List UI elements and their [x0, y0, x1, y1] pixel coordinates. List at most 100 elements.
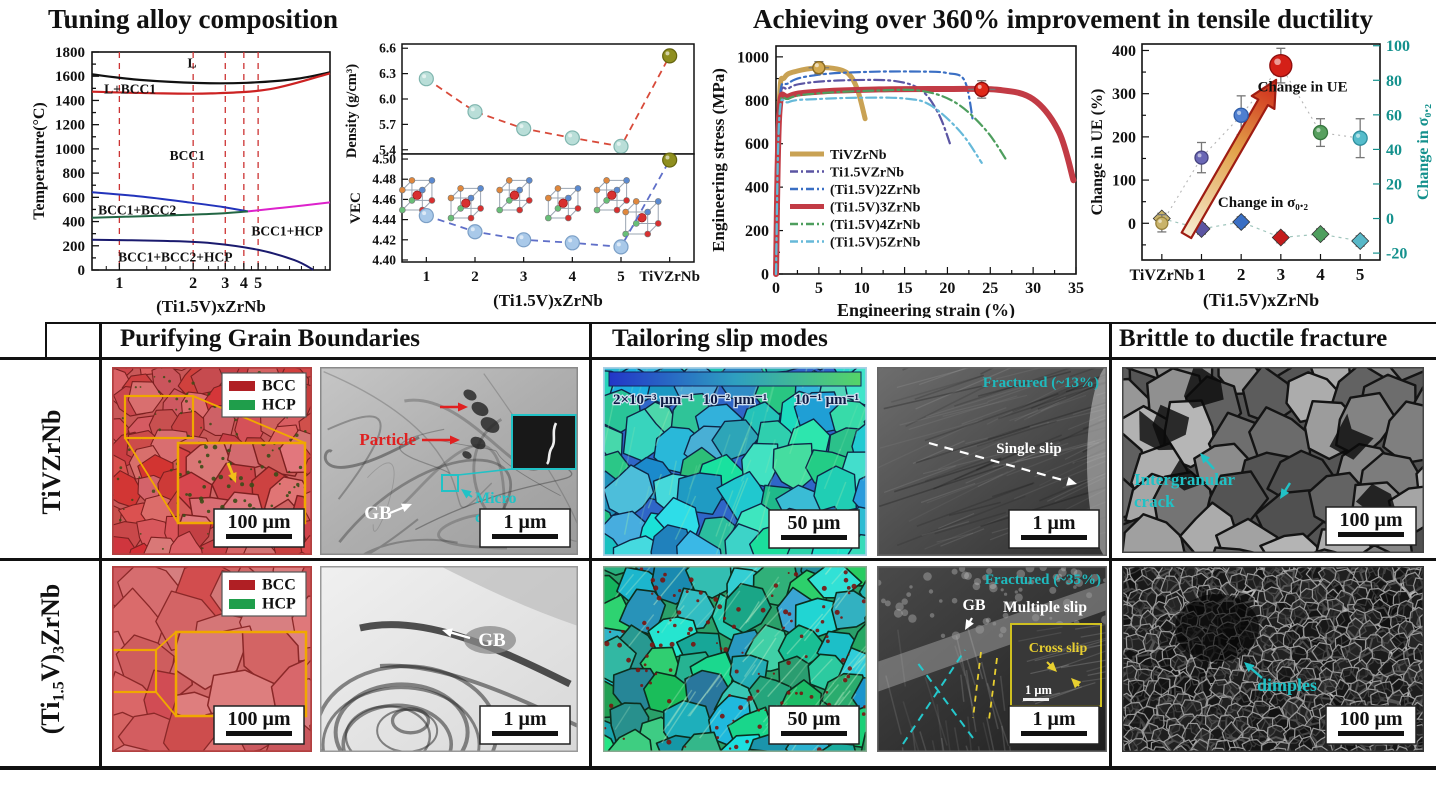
grain-texture [1122, 367, 1424, 553]
ebsd-map-tivzrnb: BCC HCP 100 μm [112, 367, 312, 555]
tem-grain-boundary-tivzrnb: ParticleMicrocrackGB1 μm [320, 367, 578, 555]
title-achieving-improvement: Achieving over 360% improvement in tensi… [753, 4, 1373, 34]
region-label: BCC1+BCC2 [98, 202, 176, 217]
chart-text: 400 [63, 215, 86, 231]
annotation-intergranular-crack: crack [1134, 492, 1175, 511]
chart-text: 6.3 [379, 66, 396, 81]
row-label-ti15v3zrnb: (Ti1.5V)3ZrNb [36, 584, 69, 735]
chart-text: 6.6 [379, 41, 396, 56]
scale-bar-label: 100 μm [1340, 708, 1403, 730]
chart-text: 400 [745, 180, 769, 197]
chart-text: 0 [1128, 216, 1136, 233]
phase-legend: BCC HCP [221, 372, 307, 418]
legend-(Ti1.5V)4ZrNb: (Ti1.5V)4ZrNb [830, 218, 921, 233]
x-axis-label: Engineering strain (%) [837, 300, 1015, 318]
tem-multiple-slip-ti15v3zrnb: Fractured (~35%)GB Multiple slip Cross sli… [877, 566, 1107, 752]
chart-text: 5 [1356, 265, 1365, 284]
annotation-change-in-ue: Change in UE [1258, 80, 1348, 96]
annotation-cross-slip: Cross slip [1029, 641, 1088, 656]
phase-legend: BCC HCP [221, 571, 307, 617]
chart-text: -20 [1386, 246, 1407, 263]
chart-text: 4.46 [372, 192, 396, 207]
divider-line [99, 322, 102, 768]
scale-bar: 1 μm [1008, 509, 1100, 549]
y-axis-label-vec: VEC [348, 192, 364, 224]
annotation-micro-crack: Micro [475, 490, 516, 507]
chart-text: 4 [240, 275, 248, 292]
divider-line [1109, 322, 1112, 768]
chart-text: 1 [1197, 265, 1206, 284]
chart-text: 0 [78, 263, 86, 279]
row-label-subscript: 1.5 [50, 681, 68, 702]
y-axis-label: Temperature(°C) [31, 102, 48, 219]
scale-bar-label: 1 μm [504, 708, 547, 730]
legend-swatch-hcp [229, 400, 255, 410]
section-header-brittle-to-ductile: Brittle to ductile fracture [1119, 325, 1388, 352]
chart-text: 5.7 [379, 117, 396, 132]
chart-text: 10 [854, 280, 870, 297]
region-label: BCC1+BCC2+HCP [118, 249, 232, 264]
legend-label-bcc: BCC [262, 577, 296, 594]
annotation-particle: Particle [359, 430, 416, 449]
x-axis-label: (Ti1.5V)xZrNb [156, 297, 266, 316]
chart-text: 80 [1386, 73, 1402, 90]
annotation-gb-2: GB [478, 630, 506, 651]
legend-(Ti1.5V)3ZrNb: (Ti1.5V)3ZrNb [830, 201, 921, 216]
scale-bar: 1 μm [479, 508, 571, 548]
chart-text: 1800 [55, 45, 85, 61]
chart-text: 4 [1316, 265, 1325, 284]
legend-label-bcc: BCC [262, 378, 296, 395]
chart-text: 600 [745, 136, 769, 153]
scale-bar-label: 100 μm [1340, 509, 1403, 531]
streak-texture [603, 367, 867, 556]
region-label: L [187, 56, 196, 71]
sem-dimples-ti15v3zrnb: dimples 100 μm [1122, 566, 1424, 752]
scale-bar: 100 μm [1325, 705, 1417, 745]
gnd-colorbar: 2×10⁻³ μm⁻¹ 10⁻² μm⁻¹ 10⁻¹ μm⁻¹ [608, 371, 862, 409]
chart-text: 1000 [55, 142, 85, 158]
scale-bar-label: 1 μm [504, 511, 547, 533]
chart-text: 3 [1277, 265, 1286, 284]
chart-text: 600 [63, 190, 86, 206]
scale-bar: 1 μm [479, 705, 571, 745]
annotation-fractured-35: Fractured (~35%) [985, 572, 1101, 588]
chart-text: 2 [1237, 265, 1246, 284]
chart-text: 100 [1112, 173, 1136, 190]
chart-text: 4.44 [372, 212, 396, 227]
colorbar-label-0: 2×10⁻³ μm⁻¹ [613, 392, 694, 408]
chart-text: 0 [772, 280, 780, 297]
chart-text: 800 [63, 166, 86, 182]
divider-line [45, 322, 1436, 324]
scale-bar-label: 50 μm [788, 512, 841, 534]
chart-text: 25 [982, 280, 998, 297]
scale-bar: 100 μm [213, 705, 305, 745]
streak-texture [877, 367, 1107, 550]
chart-text: 100 [1386, 38, 1410, 55]
y-axis-label-right: Change in σ₀.₂ [1415, 104, 1432, 200]
divider-line [0, 766, 1436, 770]
legend-(Ti1.5V)5ZrNb: (Ti1.5V)5ZrNb [830, 236, 921, 251]
chart-text: 1 [423, 269, 431, 285]
chart-text: 35 [1068, 280, 1084, 297]
annotation-gb: GB [364, 503, 392, 524]
y-axis-label-density: Density (g/cm³) [344, 64, 360, 158]
legend-swatch-hcp [229, 599, 255, 609]
annotation-fractured-13: Fractured (~13%) [983, 375, 1099, 391]
legend-swatch-bcc [229, 580, 255, 590]
row-label-text: TiVZrNb [37, 409, 66, 515]
legend-TiVZrNb: TiVZrNb [830, 148, 887, 163]
grain-texture [1122, 566, 1424, 752]
y-axis-label-left: Change in UE (%) [1089, 89, 1106, 216]
chart-text: 5.4 [379, 142, 396, 157]
chart-text: 20 [939, 280, 955, 297]
divider-line [0, 357, 1436, 360]
chart-text: 0 [761, 267, 769, 284]
region-label: BCC1 [170, 148, 206, 163]
chart-text: 1400 [55, 93, 85, 109]
scale-bar: 100 μm [1325, 506, 1417, 546]
chart-text: 0 [1386, 211, 1394, 228]
sem-fracture-tivzrnb: Intergranular crack 100 μm [1122, 367, 1424, 553]
chart-text: 200 [1112, 129, 1136, 146]
annotation-multiple-slip: Multiple slip [1003, 599, 1087, 616]
y-axis-label: Engineering stress (MPa) [709, 68, 728, 252]
